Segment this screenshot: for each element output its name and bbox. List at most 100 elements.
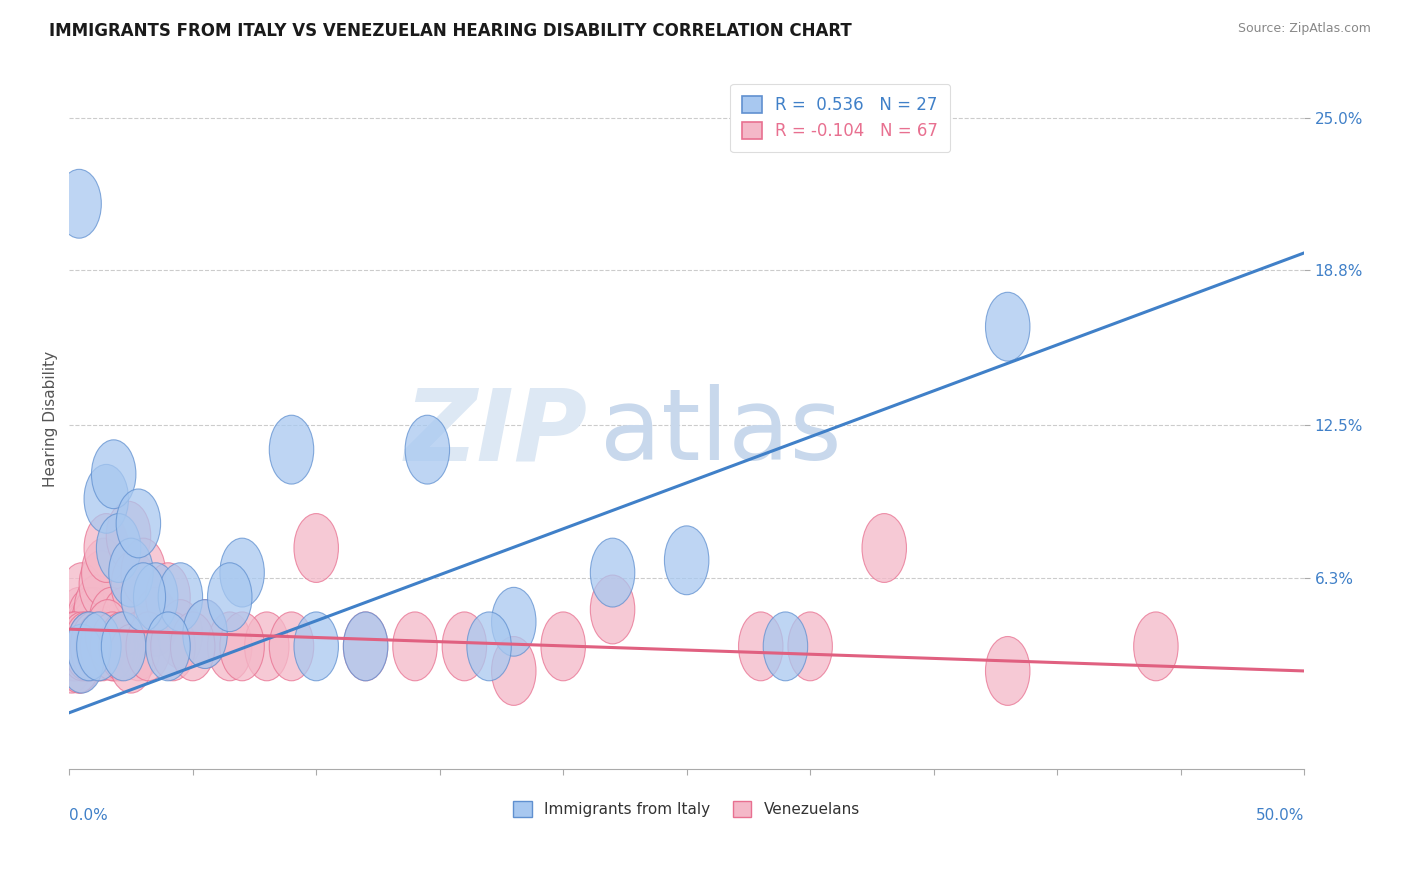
Ellipse shape [245, 612, 290, 681]
Ellipse shape [183, 599, 228, 668]
Ellipse shape [591, 575, 634, 644]
Ellipse shape [77, 612, 121, 681]
Ellipse shape [134, 587, 179, 657]
Ellipse shape [56, 599, 100, 668]
Ellipse shape [738, 612, 783, 681]
Text: 0.0%: 0.0% [69, 808, 108, 822]
Ellipse shape [86, 599, 129, 668]
Ellipse shape [763, 612, 807, 681]
Ellipse shape [60, 612, 104, 681]
Ellipse shape [108, 624, 153, 693]
Ellipse shape [183, 599, 228, 668]
Ellipse shape [65, 599, 108, 668]
Ellipse shape [219, 538, 264, 607]
Ellipse shape [59, 563, 104, 632]
Ellipse shape [541, 612, 585, 681]
Ellipse shape [405, 415, 450, 484]
Ellipse shape [294, 514, 339, 582]
Ellipse shape [787, 612, 832, 681]
Ellipse shape [56, 169, 101, 238]
Ellipse shape [94, 612, 138, 681]
Ellipse shape [53, 612, 97, 681]
Ellipse shape [107, 501, 150, 570]
Ellipse shape [219, 612, 264, 681]
Ellipse shape [63, 612, 107, 681]
Ellipse shape [62, 599, 107, 668]
Ellipse shape [91, 612, 136, 681]
Ellipse shape [60, 612, 105, 681]
Text: 50.0%: 50.0% [1256, 808, 1305, 822]
Ellipse shape [80, 612, 125, 681]
Ellipse shape [101, 587, 146, 657]
Ellipse shape [70, 612, 115, 681]
Ellipse shape [127, 612, 170, 681]
Ellipse shape [82, 538, 127, 607]
Ellipse shape [97, 612, 141, 681]
Y-axis label: Hearing Disability: Hearing Disability [44, 351, 58, 487]
Ellipse shape [67, 612, 111, 681]
Ellipse shape [58, 624, 103, 693]
Ellipse shape [1133, 612, 1178, 681]
Ellipse shape [343, 612, 388, 681]
Ellipse shape [111, 550, 156, 619]
Ellipse shape [986, 293, 1031, 361]
Ellipse shape [97, 514, 141, 582]
Ellipse shape [84, 514, 128, 582]
Ellipse shape [72, 587, 117, 657]
Ellipse shape [117, 489, 160, 558]
Ellipse shape [63, 612, 108, 681]
Ellipse shape [121, 563, 166, 632]
Ellipse shape [294, 612, 339, 681]
Ellipse shape [157, 563, 202, 632]
Text: IMMIGRANTS FROM ITALY VS VENEZUELAN HEARING DISABILITY CORRELATION CHART: IMMIGRANTS FROM ITALY VS VENEZUELAN HEAR… [49, 22, 852, 40]
Ellipse shape [69, 599, 114, 668]
Ellipse shape [208, 612, 252, 681]
Ellipse shape [208, 563, 252, 632]
Ellipse shape [343, 612, 388, 681]
Ellipse shape [51, 612, 96, 681]
Ellipse shape [91, 440, 136, 508]
Ellipse shape [146, 612, 190, 681]
Ellipse shape [77, 612, 121, 681]
Ellipse shape [392, 612, 437, 681]
Ellipse shape [66, 612, 110, 681]
Legend: Immigrants from Italy, Venezuelans: Immigrants from Italy, Venezuelans [506, 794, 868, 825]
Ellipse shape [270, 415, 314, 484]
Ellipse shape [89, 587, 134, 657]
Ellipse shape [665, 526, 709, 595]
Text: ZIP: ZIP [405, 384, 588, 482]
Ellipse shape [76, 612, 120, 681]
Ellipse shape [441, 612, 486, 681]
Ellipse shape [56, 587, 101, 657]
Ellipse shape [49, 624, 94, 693]
Ellipse shape [986, 637, 1031, 706]
Ellipse shape [492, 637, 536, 706]
Ellipse shape [157, 599, 202, 668]
Ellipse shape [59, 624, 104, 693]
Ellipse shape [150, 612, 195, 681]
Ellipse shape [98, 612, 143, 681]
Ellipse shape [492, 587, 536, 657]
Ellipse shape [55, 612, 98, 681]
Ellipse shape [75, 575, 118, 644]
Ellipse shape [67, 612, 112, 681]
Ellipse shape [79, 550, 124, 619]
Ellipse shape [84, 465, 128, 533]
Ellipse shape [467, 612, 512, 681]
Ellipse shape [134, 563, 179, 632]
Ellipse shape [66, 612, 111, 681]
Ellipse shape [862, 514, 907, 582]
Ellipse shape [90, 612, 135, 681]
Ellipse shape [108, 538, 153, 607]
Ellipse shape [52, 612, 97, 681]
Ellipse shape [66, 587, 111, 657]
Ellipse shape [117, 612, 160, 681]
Ellipse shape [270, 612, 314, 681]
Ellipse shape [121, 538, 166, 607]
Ellipse shape [591, 538, 634, 607]
Ellipse shape [87, 599, 131, 668]
Ellipse shape [101, 612, 146, 681]
Ellipse shape [146, 563, 190, 632]
Text: Source: ZipAtlas.com: Source: ZipAtlas.com [1237, 22, 1371, 36]
Ellipse shape [56, 624, 101, 693]
